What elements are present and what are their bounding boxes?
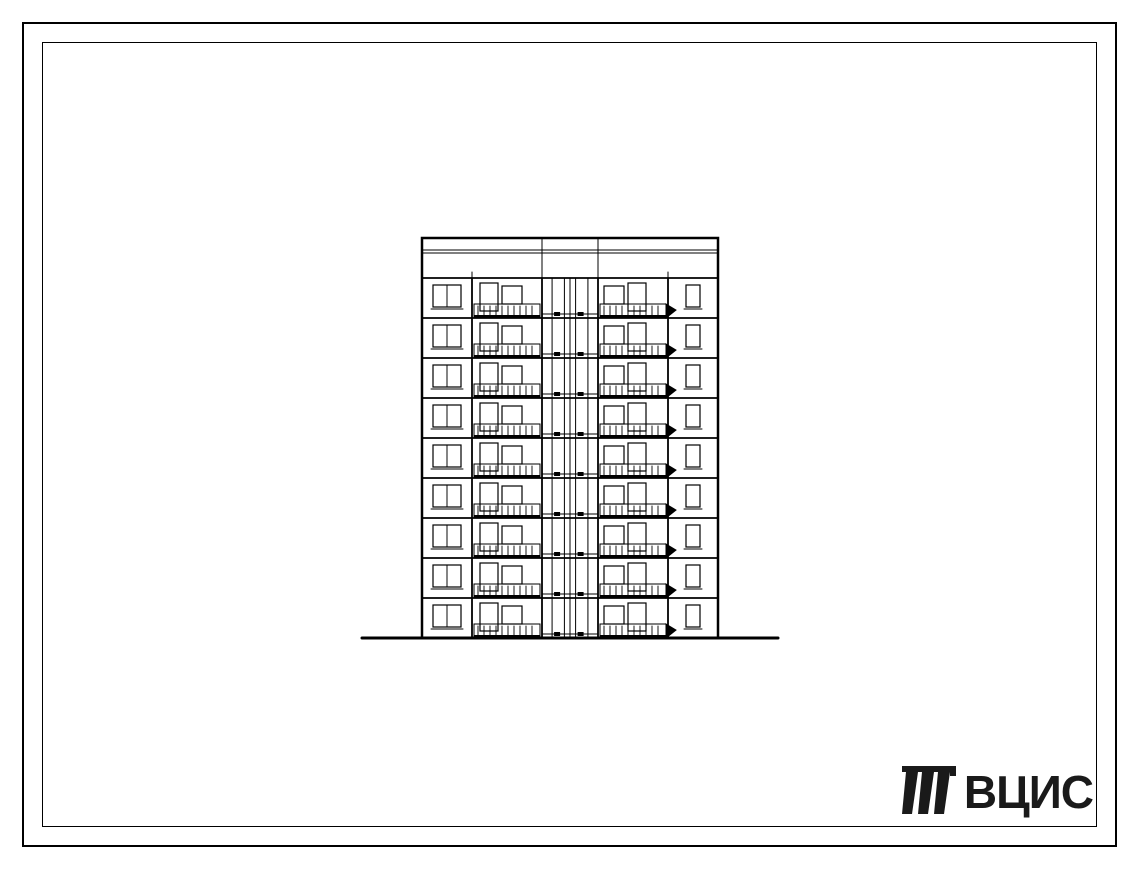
page: ВЦИС xyxy=(0,0,1139,869)
building-elevation xyxy=(360,236,780,691)
building-svg xyxy=(360,236,780,686)
logo-text: ВЦИС xyxy=(964,765,1093,819)
logo-icon xyxy=(902,766,956,819)
logo: ВЦИС xyxy=(902,765,1093,819)
